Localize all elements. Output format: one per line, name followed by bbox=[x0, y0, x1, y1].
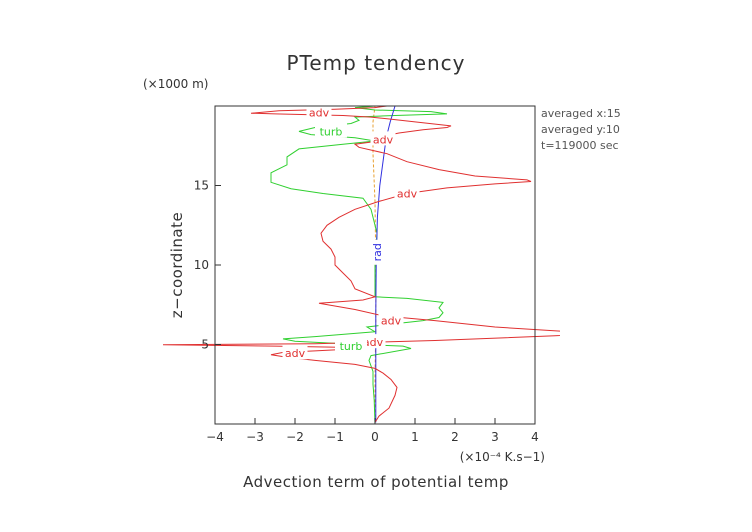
info-line-1: averaged x:15 bbox=[541, 107, 621, 120]
x-tick-label: −4 bbox=[206, 430, 224, 444]
series-label-bg bbox=[394, 185, 420, 200]
y-axis-label: z−coordinate bbox=[168, 212, 186, 318]
x-axis-label: Advection term of potential temp bbox=[243, 473, 509, 491]
series-label-bg bbox=[315, 123, 347, 138]
y-tick-label: 5 bbox=[201, 338, 209, 352]
x-tick-label: −1 bbox=[326, 430, 344, 444]
y-tick-label: 15 bbox=[194, 179, 209, 193]
info-line-3: t=119000 sec bbox=[541, 139, 619, 152]
series-label-turb: turb bbox=[340, 340, 363, 353]
series-label-adv: adv bbox=[363, 336, 384, 349]
y-tick-label: 10 bbox=[194, 258, 209, 272]
series-label-adv: adv bbox=[309, 106, 330, 119]
x-tick-label: 1 bbox=[411, 430, 419, 444]
series-label-bg bbox=[306, 104, 332, 119]
series-label-turb: turb bbox=[320, 125, 343, 138]
x-tick-label: −3 bbox=[246, 430, 264, 444]
x-tick-label: 2 bbox=[451, 430, 459, 444]
series-label-rad: rad bbox=[371, 243, 384, 261]
x-tick-label: 3 bbox=[491, 430, 499, 444]
series-label-bg bbox=[282, 345, 308, 360]
chart-title: PTemp tendency bbox=[286, 51, 465, 75]
x-unit-label: (×10⁻⁴ K.s−1) bbox=[460, 450, 545, 464]
series-label-adv: adv bbox=[373, 133, 394, 146]
x-axis: −4 −3 −2 −1 0 1 2 3 4 bbox=[206, 418, 539, 444]
info-line-2: averaged y:10 bbox=[541, 123, 620, 136]
series-label-adv: adv bbox=[381, 315, 402, 328]
series-label-adv: adv bbox=[285, 347, 306, 360]
series-label-bg bbox=[335, 338, 367, 353]
series-layer bbox=[162, 105, 560, 425]
x-tick-label: −2 bbox=[286, 430, 304, 444]
series-line-adv bbox=[162, 105, 560, 423]
y-axis: 5 10 15 bbox=[194, 179, 221, 352]
series-label-bg bbox=[370, 239, 384, 265]
series-label-bg bbox=[378, 312, 404, 327]
x-tick-label: 0 bbox=[371, 430, 379, 444]
x-tick-label: 4 bbox=[531, 430, 539, 444]
series-label-adv: adv bbox=[397, 187, 418, 200]
series-line-turb bbox=[270, 105, 448, 425]
series-line-other bbox=[372, 105, 377, 423]
series-label-bg bbox=[370, 131, 396, 146]
y-unit-label: (×1000 m) bbox=[143, 77, 208, 91]
